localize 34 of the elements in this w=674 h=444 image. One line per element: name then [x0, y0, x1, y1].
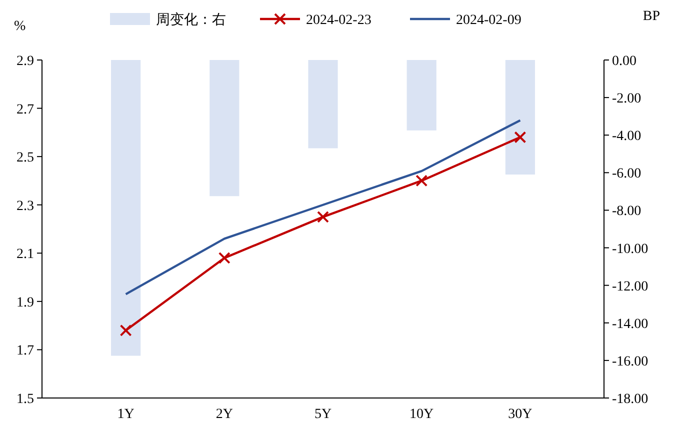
point: [120, 324, 132, 336]
y-tick-label: 1.9: [16, 295, 34, 310]
y-tick-label: 2.9: [16, 54, 34, 69]
y-tick-label: 1.5: [16, 392, 34, 407]
y2-tick-label: -18.00: [612, 392, 648, 407]
y2-axis-title: BP: [642, 9, 660, 24]
legend-label: 周变化：右: [156, 12, 226, 28]
x-tick-label: 10Y: [410, 407, 434, 422]
legend-label: 2024-02-23: [306, 13, 372, 28]
x-tick-label: 5Y: [314, 407, 332, 422]
y-tick-label: 2.3: [16, 198, 34, 214]
y2-tick-label: -2.00: [612, 92, 642, 107]
y2-tick-label: -10.00: [612, 242, 648, 257]
x-tick-label: 1Y: [117, 407, 134, 422]
y-axis-title: %: [14, 19, 26, 34]
y2-tick-label: -14.00: [612, 316, 648, 332]
y2-tick-label: 0.00: [612, 54, 636, 69]
x-tick-label: 2Y: [216, 407, 233, 422]
y-tick-label: 2.7: [16, 102, 34, 118]
y-tick-label: 2.5: [16, 150, 34, 166]
legend-label: 2024-02-09: [456, 13, 522, 28]
y2-tick-label: -6.00: [612, 166, 642, 182]
point: [317, 210, 329, 223]
point: [416, 174, 428, 187]
y2-tick-label: -8.00: [612, 204, 642, 220]
y2-tick-label: -16.00: [612, 354, 648, 370]
y-tick-label: 1.7: [16, 344, 34, 359]
y-tick-label: 2.1: [16, 247, 34, 262]
point: [218, 252, 230, 264]
y2-tick-label: -4.00: [612, 129, 642, 144]
y2-tick-label: -12.00: [612, 279, 648, 294]
x-tick-label: 30Y: [508, 407, 532, 422]
point: [514, 131, 526, 144]
line-series: [124, 119, 522, 296]
